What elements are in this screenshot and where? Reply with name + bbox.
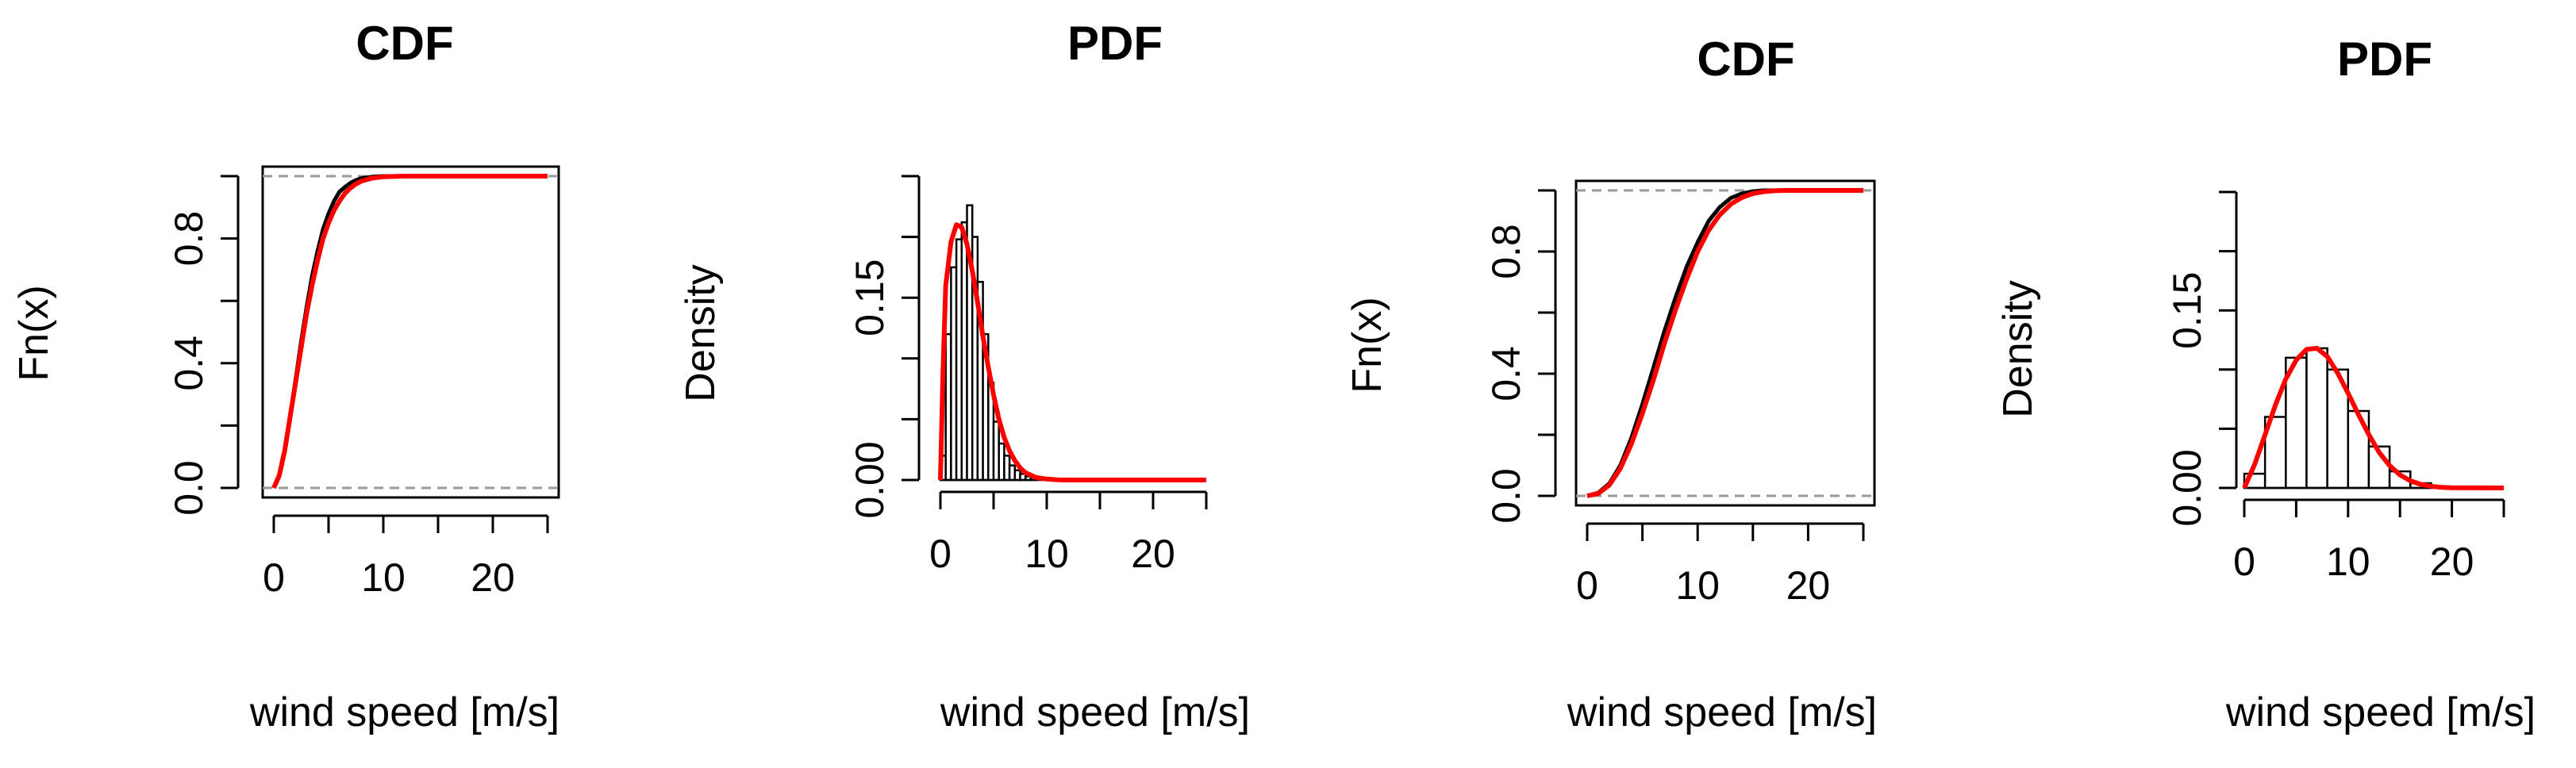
x-axis-label: wind speed [m/s] bbox=[940, 689, 1250, 735]
y-axis-label: Fn(x) bbox=[1344, 297, 1390, 393]
x-tick-label: 0 bbox=[929, 532, 952, 576]
x-axis-label: wind speed [m/s] bbox=[2225, 689, 2536, 735]
series-line-fitted-density bbox=[2242, 345, 2505, 490]
y-tick-label: 0.00 bbox=[848, 441, 892, 518]
x-axis-label: wind speed [m/s] bbox=[249, 689, 559, 735]
series-line-fitted-density bbox=[938, 222, 1206, 482]
histogram-bar bbox=[2285, 356, 2308, 490]
chart-title: CDF bbox=[1697, 33, 1794, 86]
y-tick-label: 0.15 bbox=[2165, 272, 2209, 349]
x-tick-label: 20 bbox=[471, 555, 515, 600]
y-tick-label: 0.00 bbox=[2165, 449, 2209, 526]
chart-panel-3: CDF 0 10 20 0.0 0.4 0.8 wind speed [m/s] Fn(x) bbox=[1344, 33, 1877, 735]
y-tick-label: 0.0 bbox=[1484, 468, 1528, 524]
x-tick-label: 0 bbox=[1576, 563, 1598, 608]
y-tick-label: 0.4 bbox=[167, 336, 211, 391]
chart-title: PDF bbox=[1067, 17, 1163, 70]
plot-frame bbox=[261, 165, 560, 499]
y-tick-label: 0.0 bbox=[167, 460, 211, 516]
plot-frame bbox=[1574, 179, 1876, 507]
chart-panel-1: CDF 0 10 20 0.0 0.4 0.8 wind speed [m/s] Fn(x) bbox=[11, 17, 560, 735]
histogram-bar bbox=[2305, 347, 2328, 490]
x-tick-label: 0 bbox=[2233, 540, 2255, 584]
y-tick-label: 0.8 bbox=[167, 211, 211, 267]
x-tick-label: 20 bbox=[1786, 563, 1831, 608]
x-axis-label: wind speed [m/s] bbox=[1567, 689, 1877, 735]
y-tick-label: 0.4 bbox=[1484, 346, 1528, 401]
y-axis-label: Density bbox=[1995, 280, 2041, 417]
chart-title: CDF bbox=[356, 17, 453, 70]
x-tick-label: 10 bbox=[2326, 540, 2370, 584]
y-axis-label: Density bbox=[678, 264, 724, 401]
histogram-bar bbox=[2347, 409, 2370, 490]
chart-panel-2: PDF 0 10 20 0.00 0.15 wind speed [m/s] Density bbox=[678, 17, 1250, 735]
x-tick-label: 0 bbox=[263, 555, 285, 600]
x-tick-label: 10 bbox=[1025, 532, 1069, 576]
series-line-fitted bbox=[1586, 188, 1863, 498]
series-line-fitted bbox=[271, 174, 548, 490]
x-tick-label: 20 bbox=[1131, 532, 1175, 576]
x-tick-label: 10 bbox=[361, 555, 406, 600]
chart-title: PDF bbox=[2337, 33, 2432, 86]
x-tick-label: 10 bbox=[1675, 563, 1720, 608]
x-tick-label: 20 bbox=[2430, 540, 2474, 584]
y-tick-label: 0.15 bbox=[848, 259, 892, 336]
y-tick-label: 0.8 bbox=[1484, 224, 1528, 279]
chart-panel-4: PDF 0 10 20 0.00 0.15 wind speed [m/s] Density bbox=[1995, 33, 2536, 735]
y-axis-label: Fn(x) bbox=[11, 285, 57, 381]
